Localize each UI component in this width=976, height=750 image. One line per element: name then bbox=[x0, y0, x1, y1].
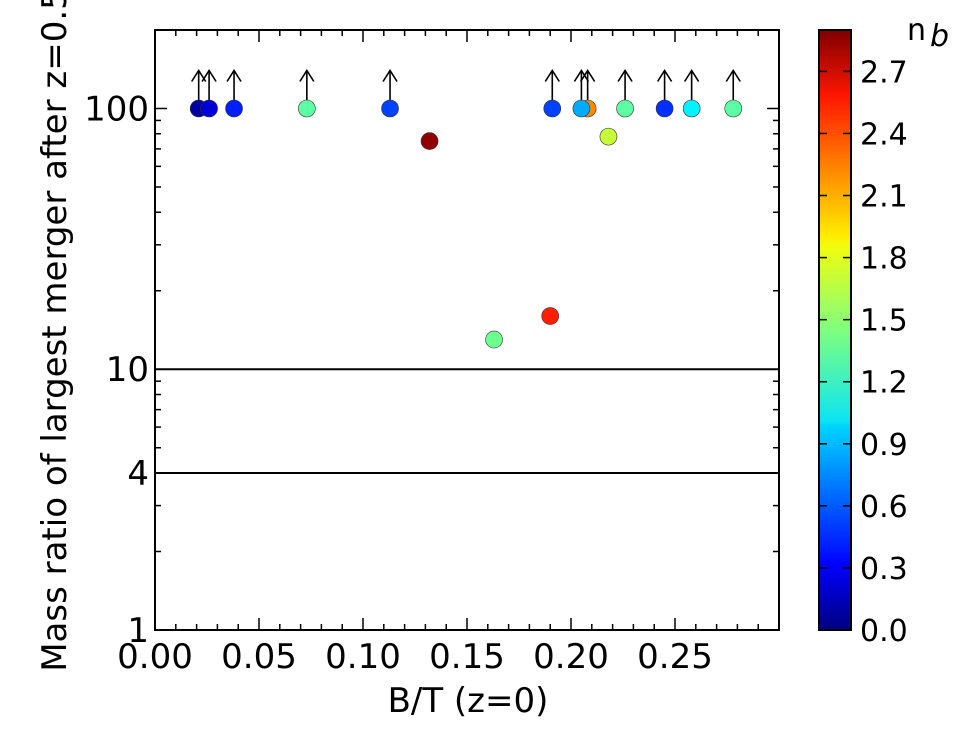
colorbar-tick-label: 2.1 bbox=[860, 180, 908, 215]
data-point bbox=[543, 99, 562, 118]
x-tick-label: 0.10 bbox=[325, 637, 401, 677]
colorbar-tick-label: 1.5 bbox=[860, 304, 908, 339]
arrow-head bbox=[382, 69, 398, 82]
x-tick-label: 0.00 bbox=[117, 637, 193, 677]
data-point bbox=[682, 99, 701, 118]
arrow-head bbox=[201, 69, 217, 82]
colorbar-tick-label: 0.6 bbox=[860, 490, 908, 525]
colorbar: 0.0 0.3 0.6 0.9 1.2 1.5 1.8 2.1 2.4 2.7 n b bbox=[818, 13, 949, 649]
arrow-head bbox=[579, 69, 596, 82]
arrow-head bbox=[544, 69, 560, 82]
arrow-head bbox=[656, 69, 673, 82]
y-axis-title: Mass ratio of largest merger after z=0.5 bbox=[35, 0, 75, 672]
data-point bbox=[599, 127, 618, 146]
arrow-head bbox=[683, 69, 700, 82]
data-point bbox=[541, 307, 560, 325]
data-point bbox=[298, 99, 316, 118]
data-point bbox=[724, 99, 743, 118]
arrow-head bbox=[226, 69, 242, 82]
arrow-head bbox=[573, 69, 590, 82]
x-tick-label: 0.05 bbox=[221, 637, 297, 677]
colorbar-tick-label: 0.3 bbox=[860, 552, 908, 587]
colorbar-tick-label: 0.0 bbox=[860, 614, 908, 649]
colorbar-tick-label: 1.2 bbox=[860, 366, 908, 401]
y-tick-label: 100 bbox=[84, 89, 149, 129]
colorbar-tick-label: 0.9 bbox=[860, 428, 908, 463]
data-point bbox=[420, 132, 439, 150]
data-point bbox=[225, 99, 243, 118]
colorbar-tick-label: 2.4 bbox=[860, 117, 908, 152]
x-tick-label: 0.25 bbox=[637, 637, 713, 677]
colorbar-label: n bbox=[907, 13, 926, 48]
data-point bbox=[616, 99, 634, 118]
x-axis-title: B/T (z=0) bbox=[388, 681, 549, 721]
arrow-head bbox=[617, 69, 633, 82]
colorbar-gradient bbox=[818, 29, 852, 631]
plot-frame bbox=[154, 29, 780, 631]
arrow-head bbox=[299, 69, 315, 82]
arrow-head bbox=[191, 69, 207, 82]
data-point bbox=[381, 99, 399, 118]
y-tick-label: 4 bbox=[127, 454, 149, 494]
x-tick-label: 0.20 bbox=[533, 637, 609, 677]
colorbar-tick-label: 1.8 bbox=[860, 242, 908, 277]
data-point bbox=[485, 330, 503, 349]
data-point bbox=[200, 99, 218, 118]
colorbar-tick-label: 2.7 bbox=[860, 55, 908, 90]
x-tick-label: 0.15 bbox=[429, 637, 505, 677]
plot-area: 0.00 0.05 0.10 0.15 0.20 0.25 1 4 10 100 bbox=[84, 29, 780, 677]
arrow-head bbox=[725, 69, 741, 82]
colorbar-label-subscript: b bbox=[930, 19, 949, 54]
data-point bbox=[655, 99, 674, 118]
y-tick-label: 1 bbox=[127, 611, 149, 651]
y-tick-label: 10 bbox=[106, 350, 149, 390]
data-point bbox=[572, 99, 591, 118]
